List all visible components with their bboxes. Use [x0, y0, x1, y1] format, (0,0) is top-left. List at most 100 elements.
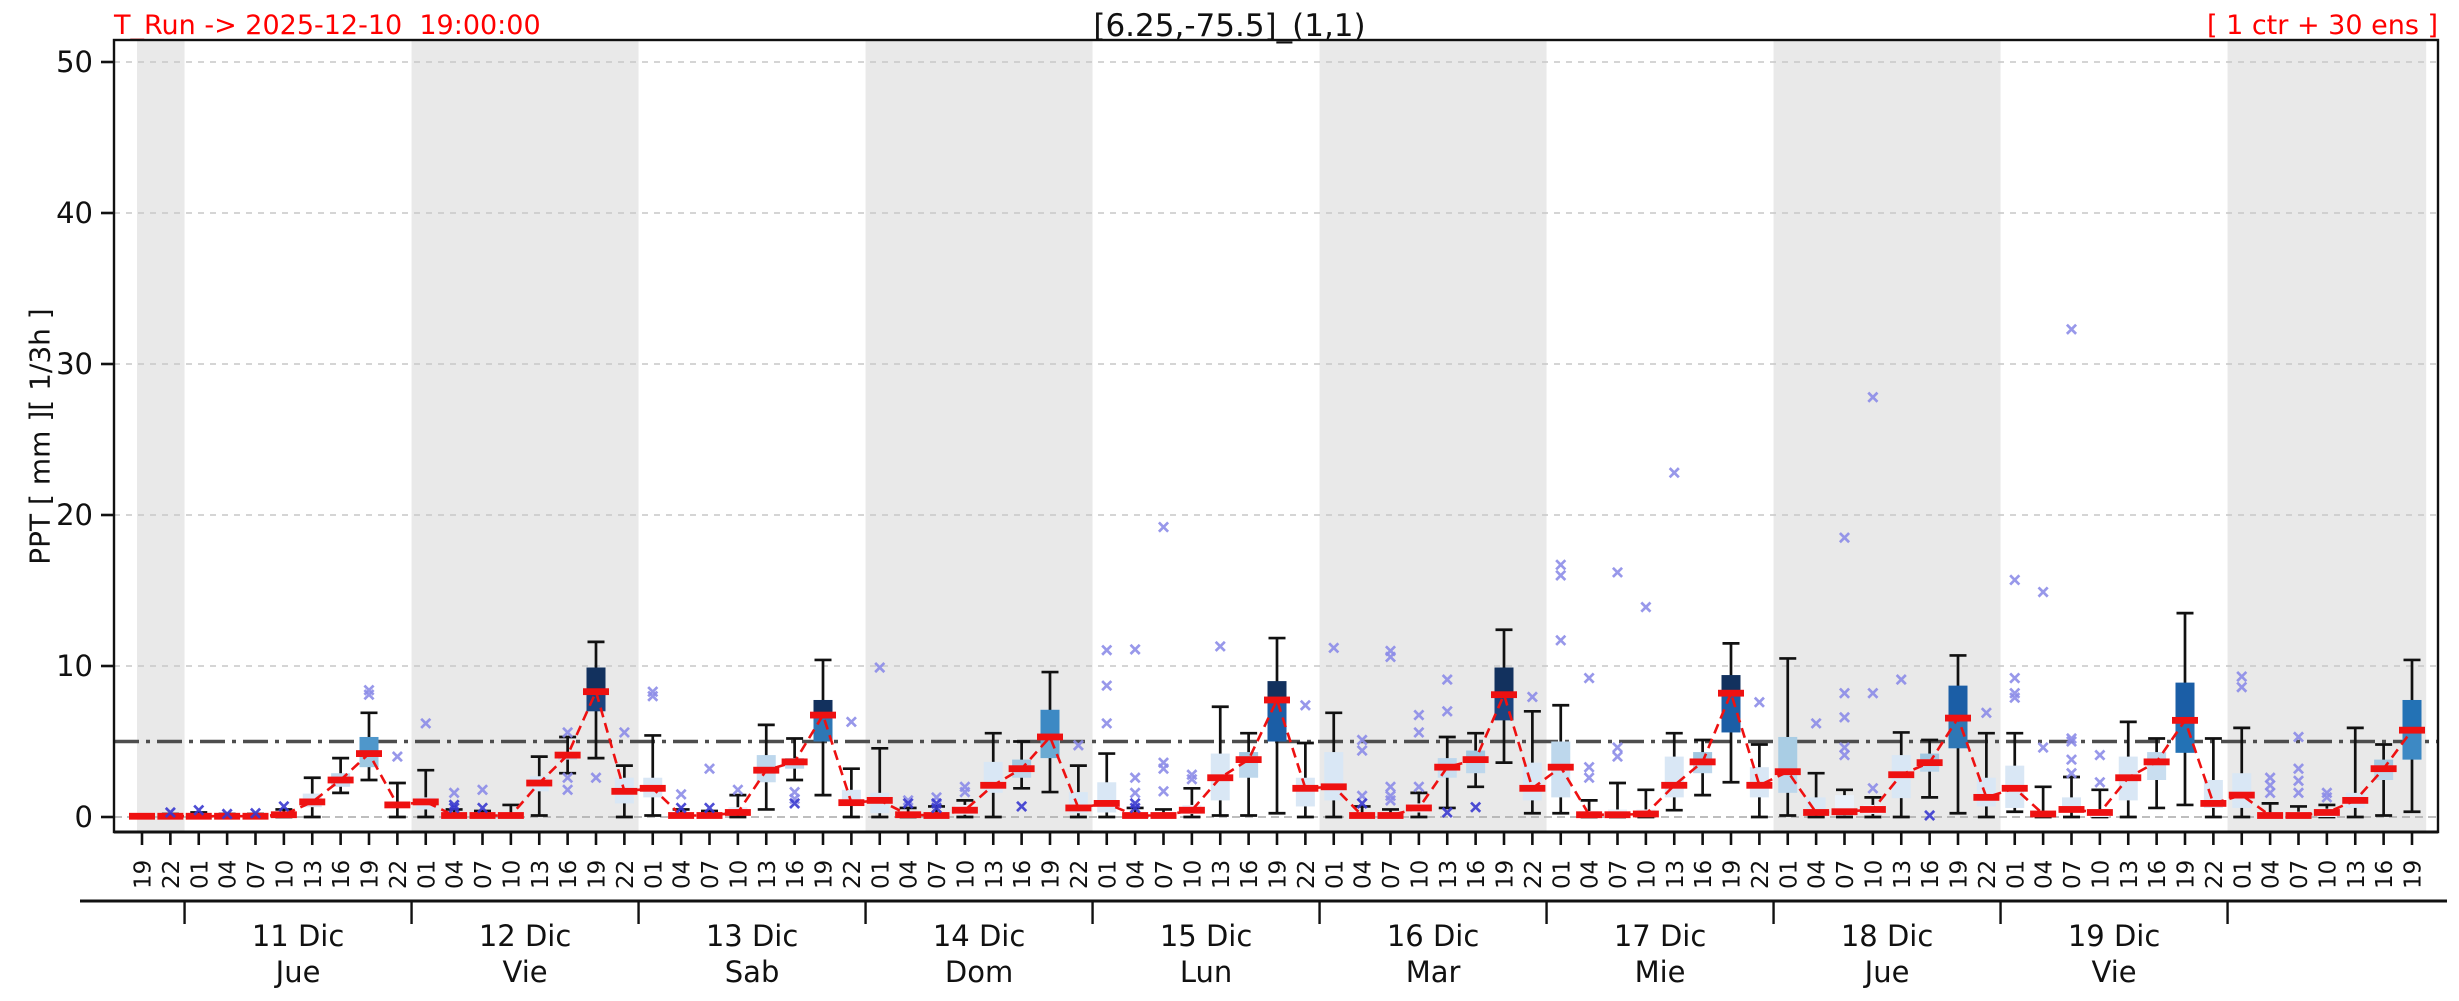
hour-label: 22	[386, 860, 412, 889]
hour-label: 10	[1861, 860, 1887, 889]
boxplot	[1522, 709, 1542, 815]
boxplot	[1210, 705, 1230, 817]
box-upper	[2147, 752, 2167, 762]
hour-label: 19	[1720, 860, 1746, 889]
hour-label: 04	[2259, 860, 2285, 889]
median-bar	[2285, 812, 2312, 819]
box-upper	[2345, 792, 2365, 801]
boxplot	[1551, 703, 1571, 815]
box-lower	[2175, 720, 2195, 753]
hour-label: 10	[2088, 860, 2114, 889]
boxplot	[1267, 636, 1287, 815]
median-bar	[299, 798, 326, 806]
median-bar	[129, 812, 155, 820]
day-sublabel: Jue	[1863, 955, 1910, 989]
box-lower	[1948, 718, 1968, 749]
outlier-x-icon	[164, 806, 176, 819]
hour-label: 22	[1975, 860, 2001, 889]
outlier-x-icon	[1640, 601, 1652, 613]
box-lower	[2345, 800, 2365, 808]
hour-label: 01	[414, 860, 440, 889]
boxplot	[1295, 741, 1315, 819]
gridlines	[114, 61, 2438, 818]
outlier-x-icon	[874, 661, 886, 674]
outlier-x-icon	[1413, 781, 1425, 793]
box-lower	[1891, 774, 1911, 799]
boxplot	[1437, 735, 1457, 810]
hour-label: 19	[585, 860, 611, 889]
hour-label: 22	[1067, 860, 1093, 889]
day-label: 18 Dic	[1841, 919, 1933, 953]
outlier-x-icon	[902, 797, 914, 809]
median-bar	[1122, 812, 1149, 819]
box-upper	[1267, 681, 1287, 700]
outlier-x-icon	[476, 784, 489, 796]
box-upper	[1749, 767, 1769, 786]
hour-label: 19	[358, 860, 384, 889]
median-bar	[1661, 781, 1688, 789]
outlier-x-icon	[1611, 566, 1624, 578]
hour-label: 19	[131, 860, 157, 889]
hour-label: 16	[2372, 860, 2398, 889]
median-bar	[1320, 783, 1347, 791]
hour-label: 01	[2230, 860, 2256, 889]
y-axis: 0 10 20 30 40 50	[56, 45, 114, 834]
hour-label: 19	[812, 860, 838, 889]
boxplot	[1239, 731, 1259, 817]
box-upper	[1920, 753, 1940, 763]
median-bar	[2172, 716, 2198, 724]
hour-label: 07	[2287, 860, 2313, 889]
boxplot	[2118, 720, 2138, 819]
median-bar	[2058, 806, 2085, 813]
median-bar	[2115, 774, 2142, 782]
outlier-x-icon	[1299, 699, 1311, 711]
outlier-x-icon	[2292, 763, 2305, 775]
box-upper	[1891, 755, 1911, 775]
hour-label: 01	[1549, 860, 1575, 889]
outlier-x-icon	[278, 800, 290, 812]
hour-label: 13	[1209, 860, 1235, 889]
outlier-x-icon	[2009, 672, 2021, 684]
outlier-x-icon	[448, 799, 460, 811]
box-upper	[2402, 699, 2422, 731]
outlier-x-icon	[703, 802, 716, 814]
hour-label: 07	[471, 860, 497, 889]
outlier-x-icon	[562, 772, 574, 784]
outlier-x-icon	[1214, 640, 1226, 652]
outlier-x-icon	[2264, 787, 2276, 799]
median-bar	[2399, 726, 2425, 734]
box-upper	[1494, 667, 1514, 695]
outlier-x-icon	[1413, 709, 1425, 721]
median-bar	[1973, 793, 2000, 801]
hour-label: 01	[2003, 860, 2029, 889]
outlier-x-icon	[930, 802, 943, 814]
outlier-x-icon	[1129, 772, 1141, 784]
outlier-x-icon	[675, 802, 687, 814]
box-lower	[1295, 788, 1315, 807]
median-bar	[1065, 804, 1092, 812]
outlier-x-icon	[1810, 717, 1822, 729]
outlier-x-icon	[1470, 801, 1482, 813]
box-upper	[983, 761, 1003, 786]
median-bar	[441, 812, 468, 819]
hour-label: 13	[755, 860, 781, 889]
day-sublabel: Vie	[503, 955, 548, 989]
hour-label: 07	[925, 860, 951, 889]
median-bar	[2030, 810, 2057, 818]
day-sublabel: Mar	[1406, 955, 1461, 989]
outlier-x-icon	[1157, 763, 1170, 775]
outlier-markers	[164, 323, 2333, 822]
hour-label: 13	[1436, 860, 1462, 889]
hour-label: 07	[1379, 860, 1405, 889]
boxplot	[1976, 731, 1996, 819]
median-bar	[668, 812, 695, 819]
outlier-x-icon	[1356, 734, 1368, 746]
outlier-x-icon	[562, 726, 574, 738]
hour-label: 16	[2145, 860, 2171, 889]
box-upper	[813, 699, 833, 716]
median-bar	[838, 799, 865, 807]
box-lower	[983, 785, 1003, 793]
box-lower	[2147, 761, 2167, 781]
day-sublabel: Vie	[2092, 955, 2137, 989]
median-bar	[242, 812, 269, 820]
